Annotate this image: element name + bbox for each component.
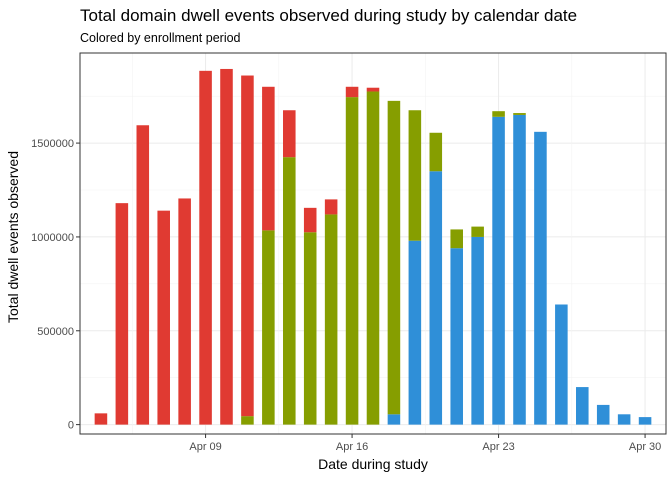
bar-segment (324, 199, 338, 215)
bar-segment (471, 226, 484, 237)
bar-segment (345, 97, 359, 425)
x-tick-label: Apr 09 (189, 441, 221, 453)
bar-segment (513, 114, 526, 425)
bar-segment (429, 171, 443, 425)
bar-segment (387, 414, 401, 425)
bar-segment (576, 387, 589, 425)
bar-segment (220, 68, 233, 425)
bar-group (94, 68, 652, 425)
bar-segment (513, 113, 526, 115)
x-tick-label: Apr 30 (629, 441, 661, 453)
y-axis-label: Total dwell events observed (5, 151, 21, 323)
bar-segment (534, 131, 547, 425)
chart-title: Total domain dwell events observed durin… (80, 6, 578, 25)
x-tick-label: Apr 23 (482, 441, 514, 453)
bar-segment (262, 230, 275, 425)
bar-segment (471, 236, 484, 425)
bar-segment (324, 214, 338, 425)
bar-segment (450, 229, 463, 249)
bar-segment (283, 110, 296, 158)
bar-segment (450, 248, 463, 425)
y-axis: 0 500000 1000000 1500000 (31, 138, 80, 432)
bar-segment (492, 116, 505, 425)
bar-segment (283, 157, 296, 425)
bar-segment (555, 304, 568, 425)
bar-segment (617, 414, 631, 425)
bar-segment (115, 203, 129, 425)
bar-segment (345, 86, 359, 98)
y-tick-label: 500000 (37, 326, 74, 338)
y-tick-label: 1500000 (31, 138, 74, 150)
x-tick-label: Apr 16 (336, 441, 368, 453)
y-tick-label: 1000000 (31, 232, 74, 244)
x-axis-label: Date during study (318, 456, 428, 472)
bar-segment (408, 240, 422, 425)
bar-segment (241, 75, 254, 417)
bar-segment (408, 110, 422, 241)
bar-segment (387, 100, 401, 415)
bar-segment (366, 87, 380, 92)
bar-segment (157, 210, 170, 425)
y-tick-label: 0 (68, 420, 74, 432)
bar-segment (366, 91, 380, 425)
bar-segment (178, 198, 191, 425)
plot-border (79, 52, 667, 435)
bar-segment (596, 404, 610, 425)
bar-segment (638, 417, 652, 425)
bar-segment (241, 416, 254, 425)
bar-segment (303, 232, 317, 425)
bar-segment (262, 86, 275, 231)
chart-subtitle: Colored by enrollment period (80, 31, 241, 45)
x-axis: Apr 09 Apr 16 Apr 23 Apr 30 (189, 434, 661, 453)
bar-segment (94, 413, 108, 425)
bar-segment (303, 207, 317, 233)
bar-segment (136, 125, 150, 425)
bar-segment (492, 111, 505, 117)
bar-segment (199, 70, 212, 425)
bar-segment (429, 132, 443, 172)
